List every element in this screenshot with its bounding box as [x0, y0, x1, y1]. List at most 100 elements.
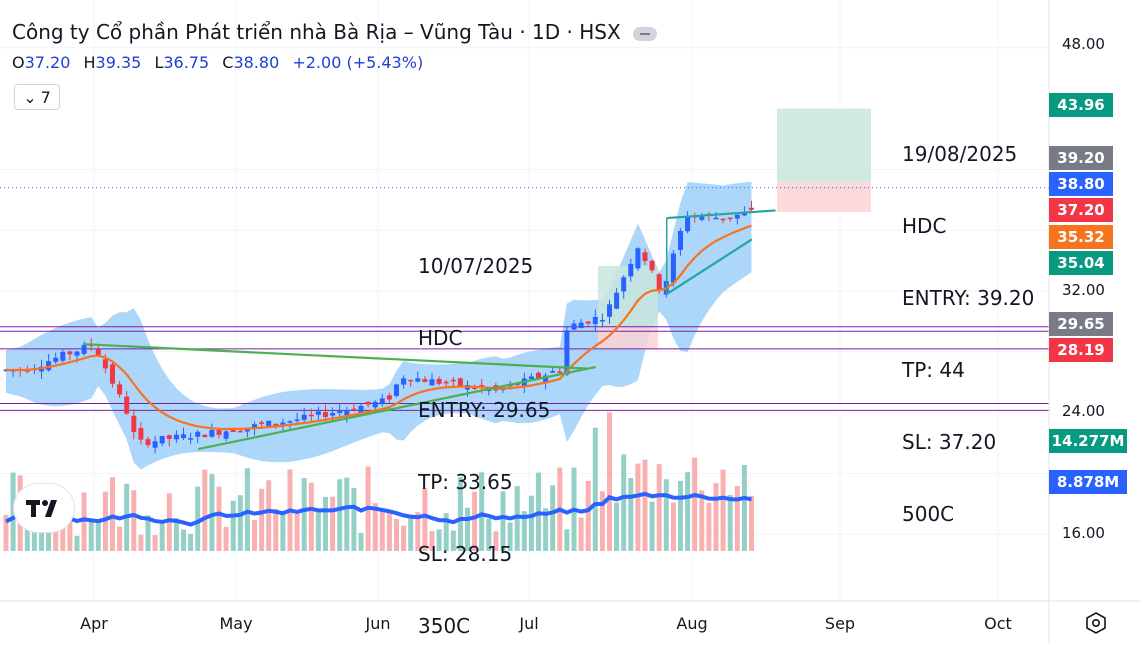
volume-bar: [457, 477, 463, 551]
candle-body: [287, 421, 293, 423]
volume-bar: [237, 495, 243, 551]
candle-body: [195, 431, 201, 437]
candle-body: [578, 322, 584, 329]
volume-bar: [699, 490, 705, 551]
volume-bar: [202, 469, 208, 551]
volume-bar: [173, 518, 179, 551]
candle-body: [53, 357, 59, 362]
price-badge-entry-old: 29.65: [1049, 312, 1113, 336]
tradingview-logo[interactable]: [14, 484, 74, 532]
volume-bar: [401, 525, 407, 551]
position-zones: [598, 108, 871, 350]
volume-bar: [500, 491, 506, 551]
volume-bar: [280, 514, 286, 551]
candle-body: [67, 351, 73, 355]
candle-body: [379, 398, 385, 404]
volume-bar: [628, 478, 634, 551]
volume-bar: [713, 483, 719, 551]
x-tick-may: May: [219, 614, 253, 633]
volume-bar: [521, 511, 527, 551]
volume-average-line: [5, 491, 752, 527]
volume-bar: [543, 508, 549, 551]
candle-body: [344, 410, 350, 416]
volume-bar: [741, 464, 747, 551]
candle-body: [294, 419, 300, 421]
candle-body: [365, 401, 371, 405]
volume-bar: [550, 485, 556, 551]
candle-body: [138, 428, 144, 440]
volume-bar: [209, 474, 215, 551]
volume-bar: [443, 513, 449, 551]
candle-body: [486, 389, 492, 391]
candle-body: [372, 401, 378, 408]
candle-body: [308, 414, 314, 417]
candle-body: [351, 408, 357, 411]
volume-bar: [649, 501, 655, 551]
candle-body: [301, 414, 307, 420]
volume-bar: [344, 477, 350, 551]
y-tick-24: 24.00: [1062, 402, 1105, 420]
candle-body: [124, 396, 130, 414]
x-tick-aug: Aug: [676, 614, 708, 633]
candle-body: [599, 319, 605, 322]
price-badge-tp: 43.96: [1049, 93, 1113, 117]
y-tick-48: 48.00: [1062, 35, 1105, 53]
candle-body: [152, 441, 158, 448]
volume-avg-badge: 8.878M: [1049, 470, 1127, 494]
candle-body: [649, 260, 655, 271]
candle-body: [450, 379, 456, 382]
price-badge-ema: 35.32: [1049, 225, 1113, 249]
ohlc-legend: O37.20 H39.35 L36.75 C38.80 +2.00 (+5.43…: [12, 53, 424, 72]
volume-bar: [663, 479, 669, 551]
volume-bar: [10, 472, 16, 551]
candle-body: [607, 304, 612, 317]
candle-body: [252, 424, 257, 429]
candle-body: [330, 413, 336, 416]
candle-body: [394, 384, 399, 396]
candle-body: [266, 420, 272, 428]
candle-body: [571, 323, 577, 330]
volume-bar: [67, 499, 73, 551]
collapse-icon[interactable]: [632, 26, 657, 41]
price-badge-band: 35.04: [1049, 251, 1113, 275]
volume-bar: [195, 486, 201, 551]
volume-bar: [152, 535, 158, 551]
volume-bar: [692, 457, 698, 551]
candle-body: [621, 277, 627, 292]
trade-note-1: 10/07/2025 HDC ENTRY: 29.65 TP: 33.65 SL…: [418, 254, 551, 638]
volume-bar: [379, 509, 385, 551]
bollinger-band: [6, 181, 752, 470]
price-badge-last: 38.80: [1049, 172, 1113, 196]
candle-body: [188, 438, 194, 440]
candle-body: [259, 422, 265, 424]
volume-bar: [528, 495, 534, 551]
indicators-toggle[interactable]: ⌄ 7: [14, 84, 60, 110]
volume-bar: [188, 533, 194, 551]
settings-icon[interactable]: [1084, 611, 1108, 635]
candle-body: [159, 436, 165, 444]
candle-body: [727, 217, 733, 220]
volume-bar: [486, 518, 492, 551]
chart-title: Công ty Cổ phần Phát triển nhà Bà Rịa – …: [12, 20, 657, 44]
volume-bar: [81, 492, 87, 551]
candle-body: [678, 230, 683, 250]
volume-bar: [358, 532, 364, 551]
volume-bar: [621, 454, 627, 551]
candle-body: [436, 378, 442, 384]
volume-bar: [592, 427, 598, 551]
candle-body: [592, 317, 598, 325]
candle-body: [81, 344, 87, 354]
candle-body: [209, 429, 215, 437]
candle-body: [273, 423, 279, 426]
candle-body: [685, 217, 691, 232]
volume-bar: [308, 482, 314, 551]
volume-bar: [273, 508, 279, 551]
volume-bar: [95, 519, 101, 551]
candle-body: [457, 378, 463, 387]
candle-body: [173, 434, 179, 440]
volume-bar: [394, 519, 399, 551]
chevron-down-icon: ⌄: [23, 87, 37, 107]
volume-bar: [479, 472, 485, 551]
candle-body: [415, 378, 421, 382]
price-chart[interactable]: [0, 0, 1141, 643]
